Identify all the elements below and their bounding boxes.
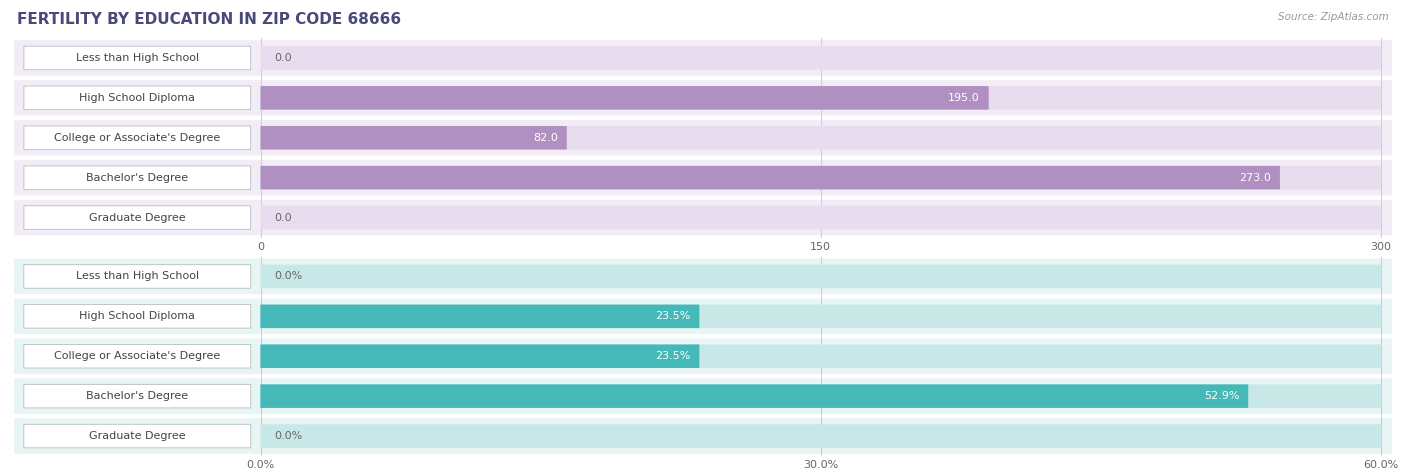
- Text: 195.0: 195.0: [948, 93, 980, 103]
- Text: 23.5%: 23.5%: [655, 311, 690, 322]
- FancyBboxPatch shape: [14, 299, 1392, 334]
- FancyBboxPatch shape: [260, 344, 1381, 368]
- FancyBboxPatch shape: [14, 379, 1392, 414]
- FancyBboxPatch shape: [260, 384, 1381, 408]
- FancyBboxPatch shape: [260, 265, 1381, 288]
- FancyBboxPatch shape: [14, 339, 1392, 374]
- Text: 0.0%: 0.0%: [274, 431, 302, 441]
- Text: 23.5%: 23.5%: [655, 351, 690, 361]
- FancyBboxPatch shape: [260, 424, 1381, 448]
- FancyBboxPatch shape: [260, 126, 1381, 150]
- FancyBboxPatch shape: [24, 304, 250, 328]
- Text: Graduate Degree: Graduate Degree: [89, 431, 186, 441]
- FancyBboxPatch shape: [14, 120, 1392, 155]
- Text: Less than High School: Less than High School: [76, 53, 198, 63]
- Text: 273.0: 273.0: [1239, 172, 1271, 183]
- FancyBboxPatch shape: [14, 160, 1392, 195]
- Text: College or Associate's Degree: College or Associate's Degree: [55, 351, 221, 361]
- Text: High School Diploma: High School Diploma: [79, 93, 195, 103]
- Text: 0.0%: 0.0%: [274, 271, 302, 282]
- FancyBboxPatch shape: [14, 259, 1392, 294]
- Text: Bachelor's Degree: Bachelor's Degree: [86, 391, 188, 401]
- Text: 82.0: 82.0: [533, 133, 558, 143]
- FancyBboxPatch shape: [260, 166, 1279, 190]
- FancyBboxPatch shape: [24, 344, 250, 368]
- FancyBboxPatch shape: [260, 344, 699, 368]
- FancyBboxPatch shape: [260, 86, 988, 110]
- Text: Bachelor's Degree: Bachelor's Degree: [86, 172, 188, 183]
- FancyBboxPatch shape: [24, 126, 250, 150]
- FancyBboxPatch shape: [24, 384, 250, 408]
- FancyBboxPatch shape: [260, 46, 1381, 70]
- Text: 0.0: 0.0: [274, 53, 291, 63]
- FancyBboxPatch shape: [24, 265, 250, 288]
- FancyBboxPatch shape: [260, 304, 1381, 328]
- FancyBboxPatch shape: [14, 80, 1392, 115]
- FancyBboxPatch shape: [24, 166, 250, 190]
- Text: Less than High School: Less than High School: [76, 271, 198, 282]
- FancyBboxPatch shape: [260, 384, 1249, 408]
- Text: Source: ZipAtlas.com: Source: ZipAtlas.com: [1278, 12, 1389, 22]
- FancyBboxPatch shape: [24, 424, 250, 448]
- FancyBboxPatch shape: [260, 206, 1381, 229]
- FancyBboxPatch shape: [24, 46, 250, 70]
- FancyBboxPatch shape: [260, 166, 1381, 190]
- Text: Graduate Degree: Graduate Degree: [89, 212, 186, 223]
- FancyBboxPatch shape: [24, 206, 250, 229]
- FancyBboxPatch shape: [14, 40, 1392, 76]
- Text: 0.0: 0.0: [274, 212, 291, 223]
- FancyBboxPatch shape: [24, 86, 250, 110]
- FancyBboxPatch shape: [260, 304, 699, 328]
- Text: FERTILITY BY EDUCATION IN ZIP CODE 68666: FERTILITY BY EDUCATION IN ZIP CODE 68666: [17, 12, 401, 27]
- Text: 52.9%: 52.9%: [1204, 391, 1239, 401]
- FancyBboxPatch shape: [14, 200, 1392, 235]
- FancyBboxPatch shape: [260, 126, 567, 150]
- FancyBboxPatch shape: [260, 86, 1381, 110]
- Text: College or Associate's Degree: College or Associate's Degree: [55, 133, 221, 143]
- FancyBboxPatch shape: [14, 418, 1392, 454]
- Text: High School Diploma: High School Diploma: [79, 311, 195, 322]
